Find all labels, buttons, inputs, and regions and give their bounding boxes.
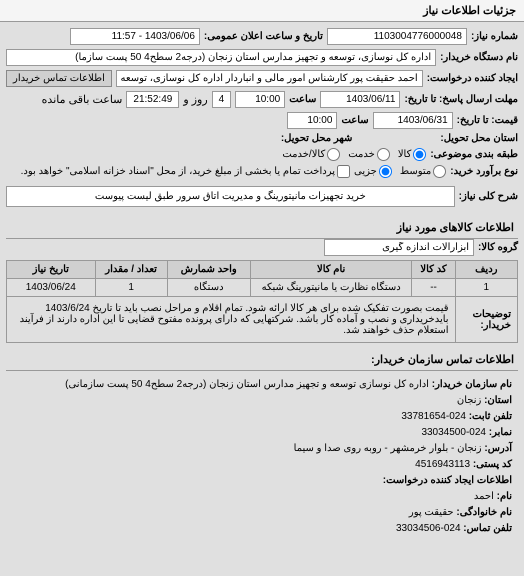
contact-org: اداره کل نوسازی توسعه و تجهیز مدارس استا… xyxy=(65,379,429,390)
payment-checkbox-wrap[interactable]: پرداخت تمام یا بخشی از مبلغ خرید، از محل… xyxy=(21,165,350,178)
payment-checkbox[interactable] xyxy=(337,165,350,178)
main-desc-label: شرح کلی نیاز: xyxy=(459,191,518,202)
th-unit: واحد شمارش xyxy=(167,261,250,279)
remaining-days-label: روز و xyxy=(183,93,207,106)
packaging-radio-service[interactable] xyxy=(377,148,390,161)
cell-name: دستگاه نظارت یا مانیتورینگ شبکه xyxy=(250,279,412,297)
delivery-city-label: شهر محل تحویل: xyxy=(281,133,353,144)
creator-phone: 024-33034506 xyxy=(396,523,461,534)
deadline-date-input[interactable] xyxy=(320,91,400,108)
cell-code: -- xyxy=(412,279,455,297)
main-desc-box: خرید تجهیزات مانیتورینگ و مدیریت اتاق سر… xyxy=(6,186,455,207)
price-type-small[interactable]: جزیی xyxy=(354,165,392,178)
price-type-medium[interactable]: متوسط xyxy=(400,165,446,178)
th-date: تاریخ نیاز xyxy=(7,261,96,279)
cell-date: 1403/06/24 xyxy=(7,279,96,297)
buyer-org-label: نام دستگاه خریدار: xyxy=(440,52,518,63)
request-number-label: شماره نیاز: xyxy=(471,31,518,42)
notes-row: توضیحات خریدار: قیمت بصورت تفکیک شده برا… xyxy=(7,297,518,343)
contact-buyer-button[interactable]: اطلاعات تماس خریدار xyxy=(6,70,112,87)
packaging-option-service[interactable]: خدمت xyxy=(348,148,390,161)
buyer-org-input[interactable] xyxy=(6,49,436,66)
requester-label: ایجاد کننده درخواست: xyxy=(427,73,518,84)
contact-province: زنجان xyxy=(457,395,481,406)
contact-org-label: نام سازمان خریدار: xyxy=(432,379,512,390)
cell-row: 1 xyxy=(455,279,517,297)
contact-fax: 024-33034500 xyxy=(421,427,486,438)
th-qty: تعداد / مقدار xyxy=(95,261,167,279)
creator-section-label: اطلاعات ایجاد کننده درخواست: xyxy=(383,475,512,486)
deadline-time-label: ساعت xyxy=(289,94,316,105)
contact-postal-label: کد پستی: xyxy=(473,459,512,470)
th-name: نام کالا xyxy=(250,261,412,279)
packaging-radio-both[interactable] xyxy=(327,148,340,161)
goods-table: ردیف کد کالا نام کالا واحد شمارش تعداد /… xyxy=(6,260,518,343)
contact-address: زنجان - بلوار خرمشهر - روبه روی صدا و سی… xyxy=(294,443,482,454)
form-section: شماره نیاز: تاریخ و ساعت اعلان عمومی: نا… xyxy=(0,22,524,549)
notes-label: توضیحات خریدار: xyxy=(473,309,511,331)
creator-name: احمد xyxy=(474,491,494,502)
contact-postal: 4516943113 xyxy=(415,459,470,470)
goods-section-title: اطلاعات کالاهای مورد نیاز xyxy=(6,217,518,239)
requester-input[interactable] xyxy=(116,70,423,87)
price-type-small-label: جزیی xyxy=(354,166,377,177)
contact-section: نام سازمان خریدار: اداره کل نوسازی توسعه… xyxy=(6,371,518,543)
packaging-label: طبقه بندی موضوعی: xyxy=(430,149,518,160)
packaging-both-label: کالا/خدمت xyxy=(282,149,325,160)
contact-section-title: اطلاعات تماس سازمان خریدار: xyxy=(6,349,518,371)
group-label: گروه کالا: xyxy=(478,242,518,253)
remaining-days: 4 xyxy=(212,91,232,108)
announce-label: تاریخ و ساعت اعلان عمومی: xyxy=(204,31,323,42)
contact-phone: 024-33781654 xyxy=(401,411,466,422)
table-row[interactable]: 1 -- دستگاه نظارت یا مانیتورینگ شبکه دست… xyxy=(7,279,518,297)
packaging-all-label: کالا xyxy=(398,149,412,160)
cell-unit: دستگاه xyxy=(167,279,250,297)
notes-cell: قیمت بصورت تفکیک شده برای هر کالا ارائه … xyxy=(7,297,456,343)
price-type-label: نوع برآورد خرید: xyxy=(450,166,518,177)
price-type-medium-label: متوسط xyxy=(400,166,431,177)
deadline-label: مهلت ارسال پاسخ: تا تاریخ: xyxy=(404,94,518,105)
price-type-radio-medium[interactable] xyxy=(433,165,446,178)
creator-family: حقیقت پور xyxy=(409,507,454,518)
th-row: ردیف xyxy=(455,261,517,279)
th-code: کد کالا xyxy=(412,261,455,279)
table-header-row: ردیف کد کالا نام کالا واحد شمارش تعداد /… xyxy=(7,261,518,279)
packaging-option-both[interactable]: کالا/خدمت xyxy=(282,148,340,161)
creator-family-label: نام خانوادگی: xyxy=(456,507,512,518)
delivery-province-label: استان محل تحویل: xyxy=(440,133,518,144)
packaging-service-label: خدمت xyxy=(348,149,375,160)
contact-address-label: آدرس: xyxy=(484,443,512,454)
remaining-suffix: ساعت باقی مانده xyxy=(42,93,123,106)
cell-qty: 1 xyxy=(95,279,167,297)
price-deadline-date-input[interactable] xyxy=(373,112,453,129)
price-type-radio-group: متوسط جزیی xyxy=(354,165,446,178)
price-deadline-time-input[interactable] xyxy=(287,112,337,129)
group-input[interactable] xyxy=(324,239,474,256)
payment-note: پرداخت تمام یا بخشی از مبلغ خرید، از محل… xyxy=(21,166,335,177)
tab-header: جزئیات اطلاعات نیاز xyxy=(0,0,524,22)
price-deadline-label: قیمت: تا تاریخ: xyxy=(457,115,518,126)
packaging-radio-all[interactable] xyxy=(413,148,426,161)
packaging-radio-group: کالا خدمت کالا/خدمت xyxy=(282,148,426,161)
creator-phone-label: تلفن تماس: xyxy=(463,523,512,534)
request-number-input[interactable] xyxy=(327,28,467,45)
price-type-radio-small[interactable] xyxy=(379,165,392,178)
deadline-time-input[interactable] xyxy=(235,91,285,108)
creator-name-label: نام: xyxy=(497,491,512,502)
price-deadline-time-label: ساعت xyxy=(341,115,368,126)
announce-input[interactable] xyxy=(70,28,200,45)
remaining-time: 21:52:49 xyxy=(126,91,179,108)
contact-phone-label: تلفن ثابت: xyxy=(469,411,512,422)
notes-label-cell: توضیحات خریدار: xyxy=(455,297,517,343)
contact-province-label: استان: xyxy=(484,395,512,406)
packaging-option-all[interactable]: کالا xyxy=(398,148,427,161)
contact-fax-label: نمابر: xyxy=(489,427,512,438)
